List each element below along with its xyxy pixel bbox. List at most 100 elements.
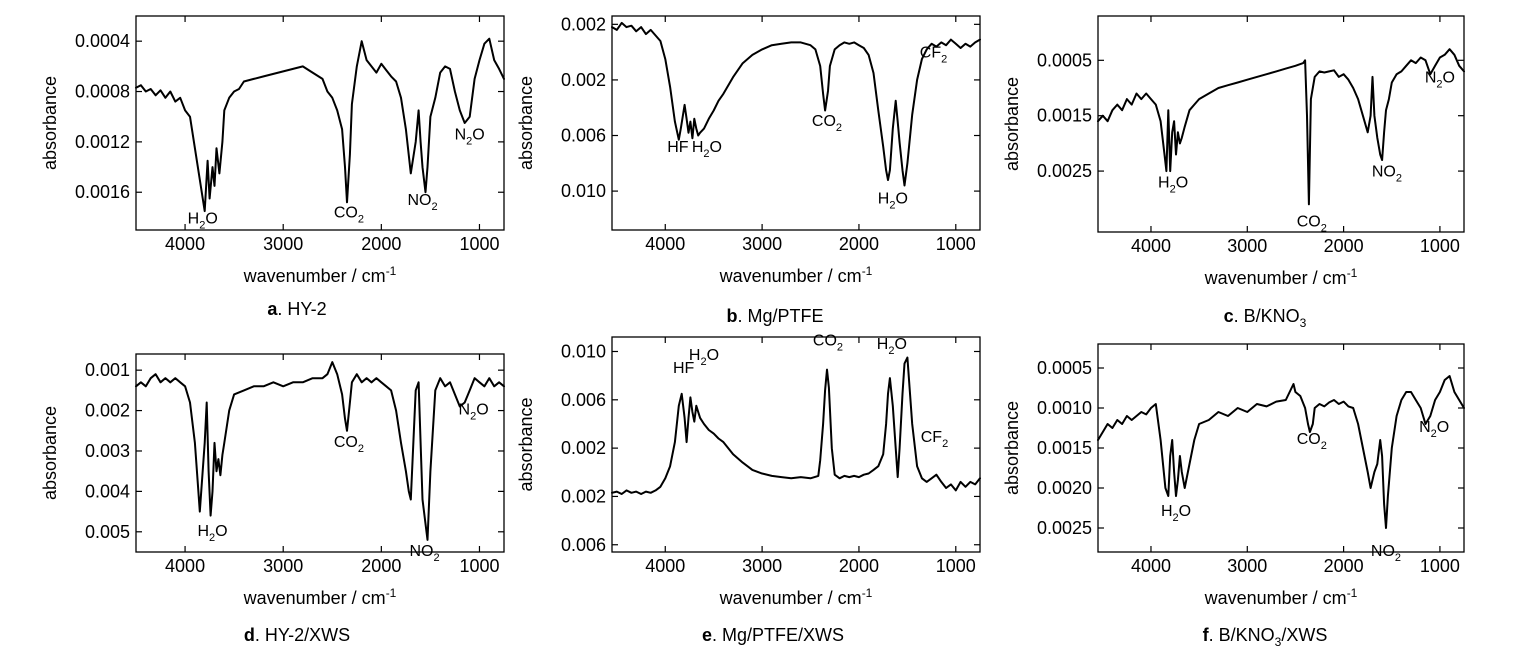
peak-label-sub: 2 [1170,184,1176,196]
x-tick-label: 3000 [742,234,782,254]
peak-label: H2O [878,191,908,212]
y-tick-label: 0.002 [85,401,130,421]
x-axis-title: wavenumber / cm-1 [1204,586,1358,608]
x-tick-label: 3000 [263,234,303,254]
peak-label-sub: 2 [433,552,439,564]
peak-label: H2O [197,523,227,544]
peak-label-text: CO [812,113,836,130]
peak-label: H2O [877,336,907,357]
peak-label: CO2 [334,434,364,455]
panel-caption: a. HY-2 [267,299,326,319]
x-tick-label: 1000 [1420,236,1460,256]
peak-label-tail: O [215,523,227,540]
x-tick-label: 1000 [459,234,499,254]
peak-label: NO2 [407,192,437,213]
peak-label: H2O [188,211,218,232]
y-tick-label: 0.002 [561,486,606,506]
peak-label-text: H [1161,503,1173,520]
peak-label: H2O [692,139,722,160]
y-tick-label: 0.006 [561,390,606,410]
peak-label-sub: 2 [1436,78,1442,90]
x-tick-label: 2000 [1324,556,1364,576]
peak-label-sub: 2 [470,411,476,423]
peak-label-sub: 2 [700,356,706,368]
caption-text: . HY-2/XWS [255,625,350,645]
peak-label-sub: 2 [209,532,215,544]
peak-label-text: N [1419,419,1431,436]
peak-label-text: NO [1371,543,1395,560]
caption-text: . B/KNO [1234,306,1300,326]
y-tick-label: 0.0005 [1037,50,1092,70]
peak-label-sub: 2 [1173,512,1179,524]
x-axis-title-sup: -1 [1347,266,1358,280]
x-tick-label: 2000 [361,234,401,254]
panel-caption: b. Mg/PTFE [726,306,823,326]
x-tick-label: 3000 [1227,236,1267,256]
plot-frame [611,15,981,231]
peak-label-text: CO [334,204,358,221]
peak-label-sub: 2 [941,54,947,66]
x-axis-title-sup: -1 [1347,586,1358,600]
plot-frame [611,336,981,553]
x-tick-label: 4000 [165,234,205,254]
plot-frame [135,15,505,231]
peak-label-sub: 2 [199,220,205,232]
peak-label-tail: O [895,191,907,208]
caption-letter: a [267,299,278,319]
y-axis-title: absorbance [516,76,536,170]
peak-label-sub: 2 [431,201,437,213]
peak-label: CO2 [812,113,842,134]
caption-letter: b [726,306,737,326]
caption-letter: c [1224,306,1234,326]
peak-label-tail: O [476,402,488,419]
spectrum-line [1097,48,1465,206]
spectrum-line [1097,375,1465,529]
y-axis-title: absorbance [516,397,536,491]
caption-text: . HY-2 [277,299,326,319]
panel-caption: e. Mg/PTFE/XWS [702,625,844,645]
peak-label-sub: 2 [1395,552,1401,564]
peak-label-text: CF [920,45,942,62]
peak-label-tail: O [472,126,484,143]
peak-label-text: H [877,336,889,353]
x-tick-label: 4000 [165,556,205,576]
peak-label: CF2 [921,429,948,450]
x-tick-label: 4000 [645,556,685,576]
panel-a: 4000 3000 2000 1000 0.0004 0.0008 0.0012 0.0016… [40,15,505,319]
peak-label-text: NO [1372,164,1396,181]
peak-label-sub: 2 [836,122,842,134]
x-axis-title-sup: -1 [862,586,873,600]
y-tick-label: 0.002 [561,70,606,90]
peak-label: HF [673,360,695,377]
caption-tail: /XWS [1281,625,1327,645]
x-axis-title: wavenumber / cm-1 [719,264,873,286]
x-axis-title: wavenumber / cm-1 [1204,266,1358,288]
x-tick-label: 1000 [459,556,499,576]
y-tick-label: 0.006 [561,126,606,146]
y-axis-title: absorbance [40,406,60,500]
y-tick-label: 0.001 [85,360,130,380]
x-axis-title: wavenumber / cm-1 [243,586,397,608]
x-tick-label: 4000 [1131,236,1171,256]
caption-letter: f [1203,625,1210,645]
peak-label-sub: 2 [1321,222,1327,234]
panel-caption: c. B/KNO3 [1224,306,1307,330]
peak-label: NO2 [1371,543,1401,564]
peak-label: H2O [1161,503,1191,524]
peak-label: CF2 [920,45,947,66]
peak-label-sub: 2 [837,341,843,353]
peak-label-sub: 2 [1321,440,1327,452]
x-axis-title-text: wavenumber / cm [243,588,386,608]
peak-label-sub: 2 [889,200,895,212]
peak-label-sub: 2 [1396,173,1402,185]
panel-b: 4000 3000 2000 1000 0.002 0.002 0.006 0.010 abso… [516,14,981,326]
panel-d: 4000 3000 2000 1000 0.001 0.002 0.003 0.004 0.00… [40,353,505,645]
caption-letter: d [244,625,255,645]
peak-label-text: H [188,211,200,228]
peak-label-sub: 2 [358,213,364,225]
peak-label: CO2 [813,332,843,353]
peak-label-text: N [455,126,467,143]
spectrum-line [135,361,505,541]
peak-label-text: H [692,139,704,156]
